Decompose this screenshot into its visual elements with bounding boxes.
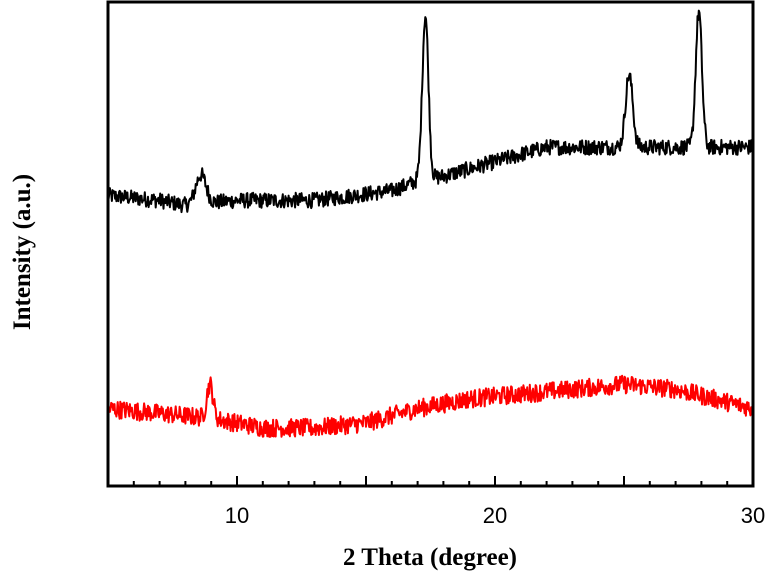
x-axis-title: 2 Theta (degree) (343, 544, 517, 571)
plot-frame (106, 0, 755, 488)
x-tick-label: 10 (225, 503, 249, 528)
tick-layer: 10 20 30 (132, 476, 765, 528)
x-tick-label: 30 (741, 503, 765, 528)
y-axis-title: Intensity (a.u.) (9, 174, 36, 330)
x-tick-label: 20 (483, 503, 507, 528)
series-line-1 (107, 9, 754, 214)
series-line-2 (107, 374, 754, 438)
series-layer (107, 9, 754, 438)
